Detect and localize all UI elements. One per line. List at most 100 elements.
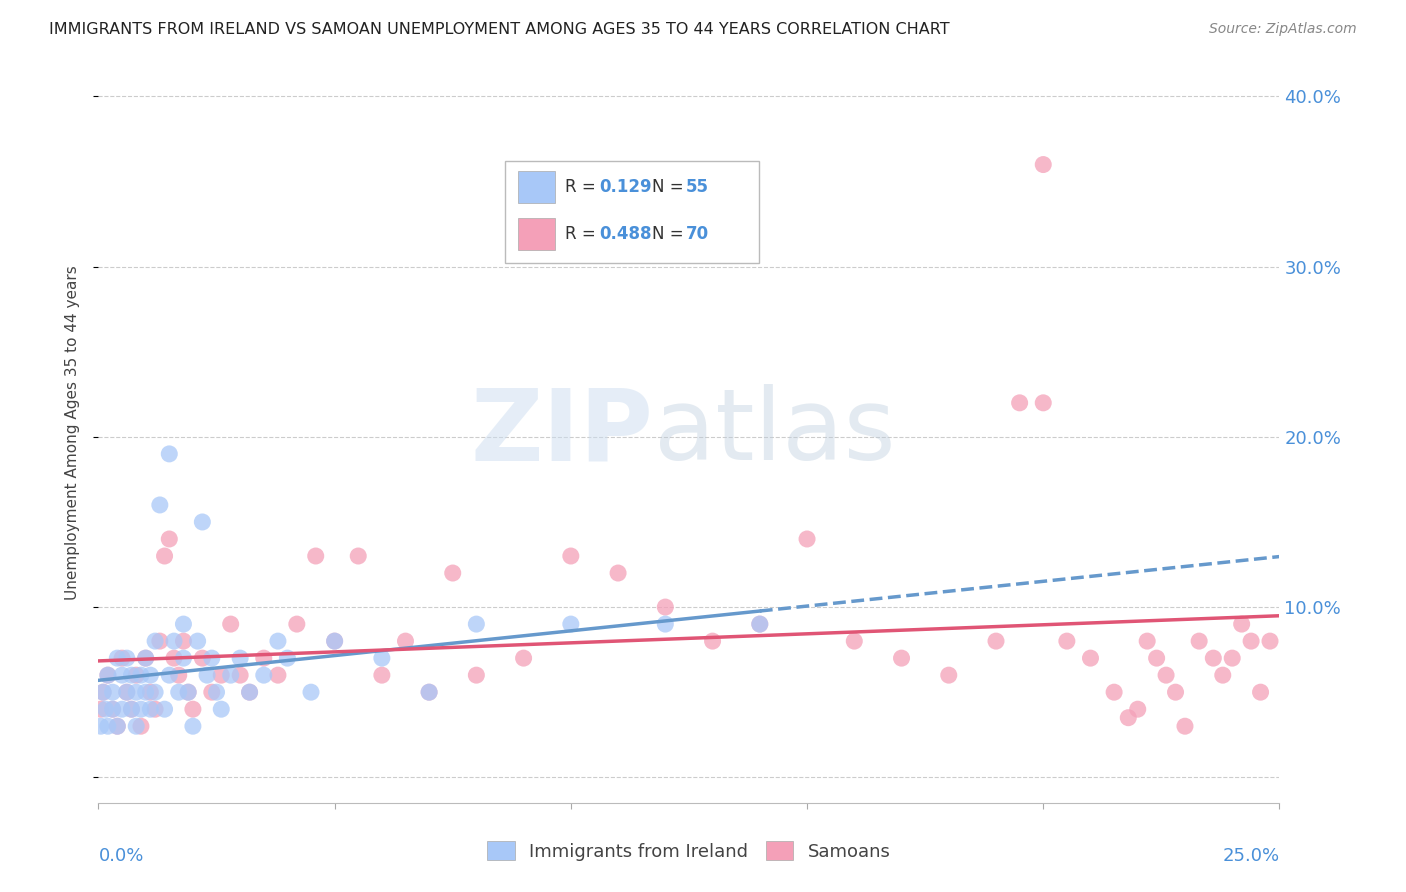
Text: N =: N = [652, 225, 689, 244]
Point [191, 651, 214, 665]
Point [394, 634, 416, 648]
Point [285, 617, 308, 632]
Point [181, 702, 204, 716]
Point [748, 617, 770, 632]
Point [121, 702, 143, 716]
Y-axis label: Unemployment Among Ages 35 to 44 years: Unemployment Among Ages 35 to 44 years [65, 265, 80, 600]
Point [91, 685, 114, 699]
Point [418, 685, 440, 699]
Text: R =: R = [565, 178, 602, 196]
Point [371, 668, 394, 682]
Point [323, 634, 346, 648]
Text: atlas: atlas [654, 384, 896, 481]
Text: 25.0%: 25.0% [1222, 847, 1279, 865]
Point [129, 719, 152, 733]
Point [205, 685, 228, 699]
Text: ZIP: ZIP [471, 384, 654, 481]
Point [239, 685, 262, 699]
Point [139, 668, 162, 682]
Point [125, 719, 148, 733]
Point [115, 685, 138, 699]
Point [418, 685, 440, 699]
Point [135, 685, 157, 699]
Point [91, 685, 114, 699]
Point [844, 634, 866, 648]
Point [1174, 719, 1197, 733]
Point [1164, 685, 1187, 699]
Point [90, 702, 112, 716]
Point [129, 702, 152, 716]
Point [1008, 396, 1031, 410]
Point [1116, 711, 1139, 725]
Point [149, 634, 172, 648]
Point [299, 685, 322, 699]
Text: 70: 70 [686, 225, 709, 244]
Point [654, 617, 676, 632]
Text: 0.0%: 0.0% [98, 847, 143, 865]
Point [143, 634, 166, 648]
Point [135, 651, 157, 665]
Point [560, 549, 582, 563]
Point [1220, 651, 1243, 665]
Point [101, 685, 124, 699]
Point [163, 634, 186, 648]
Point [1188, 634, 1211, 648]
Text: N =: N = [652, 178, 689, 196]
Point [219, 668, 242, 682]
Point [219, 617, 242, 632]
Point [1230, 617, 1253, 632]
Point [97, 719, 120, 733]
Point [253, 668, 276, 682]
Point [371, 651, 394, 665]
Point [607, 566, 630, 580]
Point [90, 719, 112, 733]
Point [201, 651, 224, 665]
Text: IMMIGRANTS FROM IRELAND VS SAMOAN UNEMPLOYMENT AMONG AGES 35 TO 44 YEARS CORRELA: IMMIGRANTS FROM IRELAND VS SAMOAN UNEMPL… [49, 22, 950, 37]
Point [323, 634, 346, 648]
Point [305, 549, 328, 563]
Point [187, 634, 209, 648]
Point [267, 668, 290, 682]
Point [1102, 685, 1125, 699]
Point [167, 685, 190, 699]
Point [139, 702, 162, 716]
Point [94, 702, 117, 716]
Point [135, 651, 157, 665]
Point [121, 702, 143, 716]
Text: Source: ZipAtlas.com: Source: ZipAtlas.com [1209, 22, 1357, 37]
Point [157, 668, 180, 682]
Point [229, 668, 252, 682]
Point [512, 651, 534, 665]
Point [1212, 668, 1234, 682]
Point [1080, 651, 1102, 665]
Point [347, 549, 370, 563]
Point [125, 685, 148, 699]
Point [253, 651, 276, 665]
Point [1258, 634, 1281, 648]
Point [1136, 634, 1159, 648]
Text: 55: 55 [686, 178, 709, 196]
Point [125, 668, 148, 682]
Point [201, 685, 224, 699]
Point [149, 498, 172, 512]
Point [748, 617, 770, 632]
Point [1240, 634, 1263, 648]
Point [796, 532, 818, 546]
Point [441, 566, 464, 580]
Point [172, 651, 194, 665]
Point [101, 702, 124, 716]
FancyBboxPatch shape [519, 219, 555, 250]
Point [654, 600, 676, 615]
Point [276, 651, 298, 665]
Point [267, 634, 290, 648]
Point [97, 668, 120, 682]
Point [181, 719, 204, 733]
Point [153, 549, 176, 563]
Point [195, 668, 218, 682]
Point [163, 651, 186, 665]
Point [121, 668, 143, 682]
Point [105, 719, 128, 733]
Legend: Immigrants from Ireland, Samoans: Immigrants from Ireland, Samoans [481, 834, 897, 868]
Point [1032, 396, 1054, 410]
Point [984, 634, 1007, 648]
